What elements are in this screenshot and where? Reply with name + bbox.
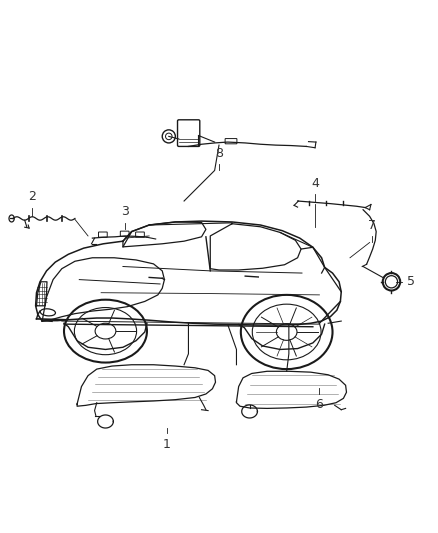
Text: 6: 6 bbox=[315, 398, 323, 411]
Text: 7: 7 bbox=[368, 219, 376, 231]
Text: 8: 8 bbox=[215, 147, 223, 159]
Text: 4: 4 bbox=[311, 177, 319, 190]
Text: 3: 3 bbox=[121, 206, 129, 219]
Text: 2: 2 bbox=[28, 190, 36, 203]
Text: 1: 1 bbox=[162, 438, 170, 451]
Text: 5: 5 bbox=[407, 275, 415, 288]
